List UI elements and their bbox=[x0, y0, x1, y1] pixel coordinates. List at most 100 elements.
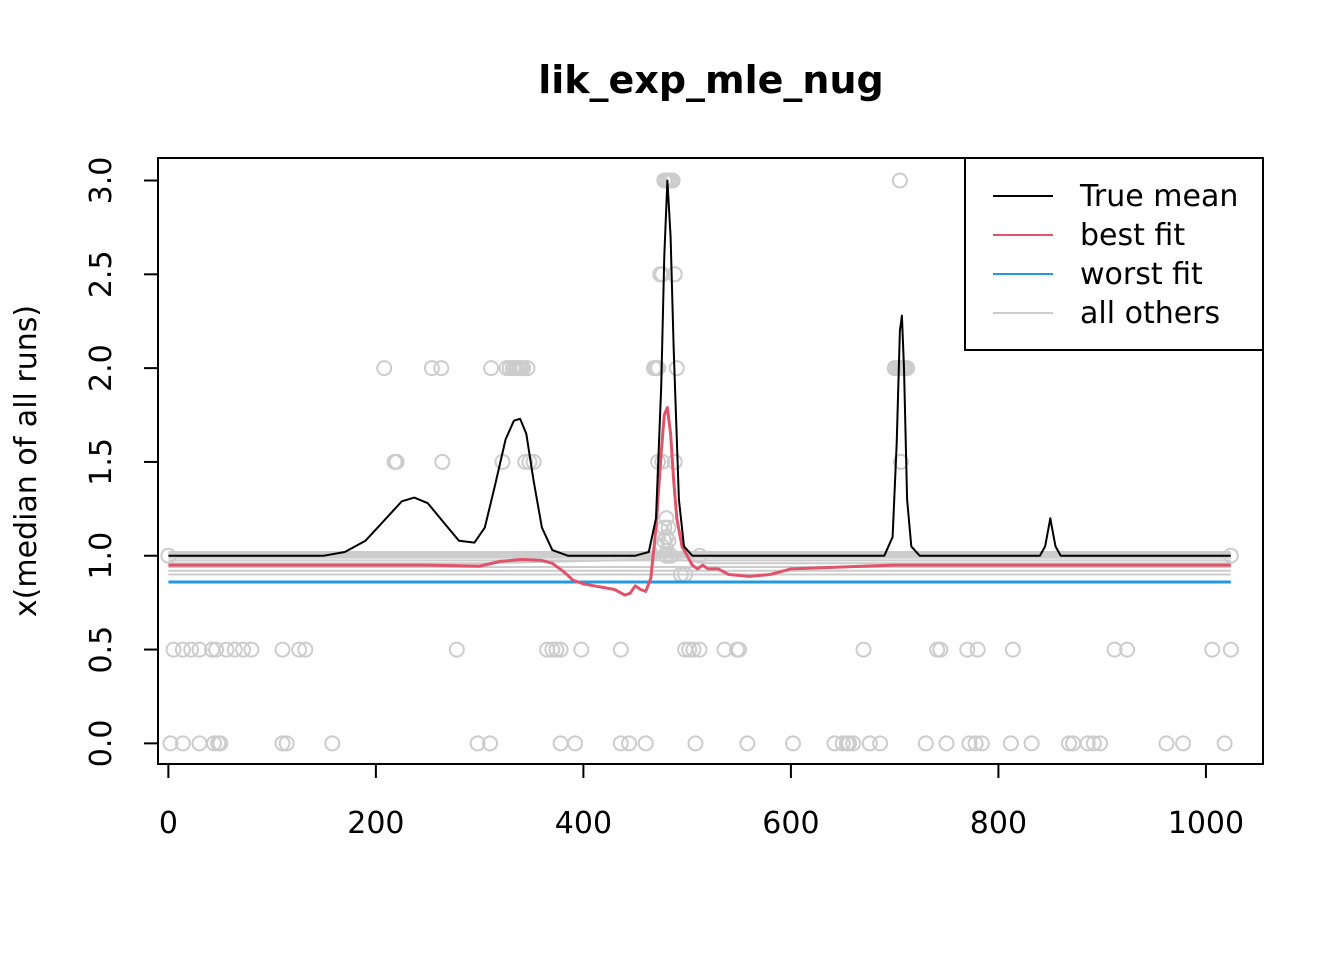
others-point bbox=[548, 641, 565, 658]
others-point bbox=[552, 735, 569, 752]
others-point bbox=[612, 735, 629, 752]
others-point bbox=[483, 360, 500, 377]
x-tick-label: 0 bbox=[159, 806, 178, 841]
others-point bbox=[660, 519, 677, 536]
y-tick-label: 1.5 bbox=[84, 438, 119, 486]
others-point bbox=[1079, 735, 1096, 752]
others-point bbox=[208, 641, 225, 658]
y-tick-label: 2.5 bbox=[84, 250, 119, 298]
legend-label: worst fit bbox=[1080, 257, 1203, 292]
others-point bbox=[235, 641, 252, 658]
others-point bbox=[621, 735, 638, 752]
others-point bbox=[959, 641, 976, 658]
others-point bbox=[544, 641, 561, 658]
legend-label: True mean bbox=[1079, 179, 1238, 214]
others-point bbox=[515, 360, 532, 377]
others-point bbox=[482, 735, 498, 752]
others-point bbox=[731, 641, 747, 658]
others-point bbox=[1004, 641, 1021, 658]
others-point bbox=[973, 735, 990, 752]
others-point bbox=[324, 735, 341, 752]
x-tick-label: 800 bbox=[970, 806, 1027, 841]
others-point bbox=[658, 547, 675, 564]
others-point bbox=[573, 641, 590, 658]
others-point bbox=[932, 641, 949, 658]
others-layer bbox=[168, 525, 1231, 576]
others-point bbox=[218, 641, 235, 658]
others-point bbox=[845, 735, 862, 752]
series-line-best-fit bbox=[168, 406, 1231, 597]
others-point bbox=[519, 360, 536, 377]
others-point bbox=[191, 735, 208, 752]
x-tick-label: 600 bbox=[762, 806, 819, 841]
others-point bbox=[666, 266, 683, 283]
others-point bbox=[855, 641, 872, 658]
axes-layer: 0 200 400 600 800 1000 0.0 0.5 1.0 1.5 2.0 2.5 3.0 bbox=[84, 157, 1264, 841]
others-point bbox=[872, 735, 889, 752]
others-point bbox=[612, 641, 629, 658]
chart-title: lik_exp_mle_nug bbox=[538, 58, 884, 102]
others-point bbox=[278, 735, 295, 752]
others-point bbox=[291, 641, 308, 658]
others-point bbox=[1002, 735, 1019, 752]
others-point bbox=[226, 641, 243, 658]
others-point bbox=[448, 641, 465, 658]
others-point bbox=[658, 510, 675, 527]
others-point bbox=[917, 735, 934, 752]
others-point bbox=[165, 641, 182, 658]
others-point bbox=[899, 360, 916, 377]
y-tick-label: 1.0 bbox=[84, 532, 119, 580]
others-point bbox=[212, 735, 229, 752]
others-point bbox=[891, 172, 908, 189]
x-tick-label: 200 bbox=[347, 806, 404, 841]
others-point bbox=[434, 453, 451, 470]
others-point bbox=[685, 641, 702, 658]
others-point bbox=[892, 453, 909, 470]
others-point bbox=[183, 641, 200, 658]
others-point bbox=[662, 547, 679, 564]
series-line-true-mean bbox=[168, 179, 1231, 557]
others-point bbox=[517, 453, 534, 470]
y-tick-label: 0.5 bbox=[84, 626, 119, 674]
others-point bbox=[162, 735, 179, 752]
others-point bbox=[1158, 735, 1175, 752]
y-tick-label: 3.0 bbox=[84, 157, 119, 205]
y-tick-label: 2.0 bbox=[84, 344, 119, 392]
others-point bbox=[174, 641, 191, 658]
others-point bbox=[654, 266, 671, 283]
others-point bbox=[1204, 641, 1221, 658]
others-point bbox=[274, 641, 291, 658]
others-point bbox=[664, 172, 681, 189]
others-point bbox=[1216, 735, 1233, 752]
main-series-layer bbox=[168, 179, 1231, 597]
others-point bbox=[297, 641, 314, 658]
others-point bbox=[243, 641, 260, 658]
y-axis-label: x(median of all runs) bbox=[9, 305, 44, 617]
others-point bbox=[1023, 735, 1040, 752]
others-point bbox=[1106, 641, 1123, 658]
others-point bbox=[637, 735, 654, 752]
others-point bbox=[376, 360, 393, 377]
legend-label: best fit bbox=[1080, 218, 1185, 253]
others-point bbox=[433, 360, 450, 377]
others-point bbox=[785, 735, 801, 752]
others-point bbox=[687, 735, 704, 752]
legend-label: all others bbox=[1080, 296, 1220, 331]
others-point bbox=[666, 453, 683, 470]
x-tick-label: 1000 bbox=[1168, 806, 1244, 841]
others-point bbox=[841, 735, 857, 752]
others-points-layer bbox=[160, 172, 1239, 752]
others-point bbox=[174, 735, 191, 752]
others-point bbox=[938, 735, 955, 752]
others-point bbox=[1092, 735, 1109, 752]
legend: True mean best fit worst fit all others bbox=[964, 157, 1264, 351]
others-point bbox=[525, 453, 542, 470]
others-point bbox=[1061, 735, 1077, 752]
others-point bbox=[691, 641, 708, 658]
others-point bbox=[668, 360, 685, 377]
others-point bbox=[552, 641, 569, 658]
others-point bbox=[274, 735, 291, 752]
others-point bbox=[1175, 735, 1192, 752]
